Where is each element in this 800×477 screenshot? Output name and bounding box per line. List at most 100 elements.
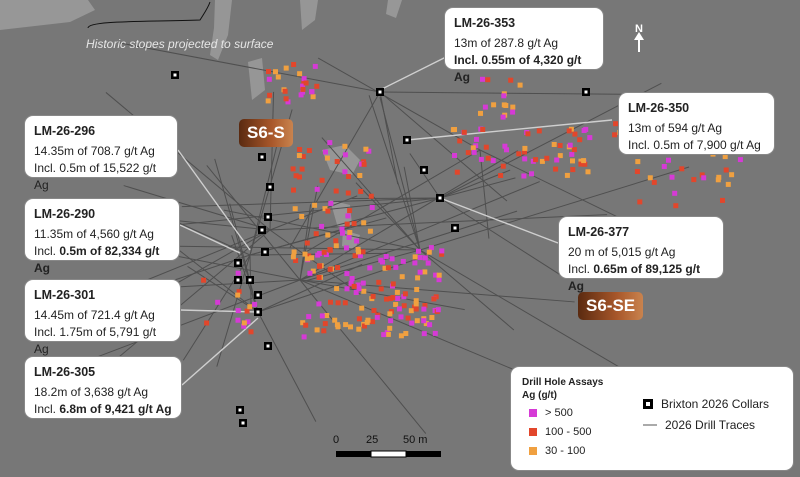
assay-point	[567, 142, 573, 148]
assay-point	[319, 177, 325, 183]
assay-point	[699, 172, 705, 178]
assay-point	[553, 166, 559, 172]
assay-point	[557, 143, 563, 148]
assay-point	[241, 320, 247, 326]
assay-point	[387, 325, 393, 331]
assay-point	[452, 153, 457, 158]
drill-trace	[289, 91, 381, 248]
assay-point	[316, 301, 322, 307]
callout-lm-26-296[interactable]: LM-26-296 14.35m of 708.7 g/t Ag Incl. 0…	[24, 115, 178, 192]
callout-title: LM-26-377	[568, 225, 630, 239]
collar-marker	[582, 88, 590, 96]
assay-point	[393, 264, 399, 270]
assay-point	[715, 177, 721, 183]
callout-lm-26-350[interactable]: LM-26-350 13m of 594 g/t Ag Incl. 0.5m o…	[618, 92, 775, 155]
assay-point	[577, 137, 583, 143]
drill-trace	[299, 181, 540, 281]
assay-point	[421, 306, 427, 312]
red-swatch	[529, 428, 537, 436]
assay-point	[415, 275, 421, 281]
assay-point	[673, 203, 679, 209]
assay-point	[356, 249, 361, 255]
scale-label-50: 50 m	[403, 434, 428, 446]
callout-line1: 13m of 594 g/t Ag	[628, 121, 723, 135]
assay-point	[290, 166, 296, 172]
callout-lm-26-305[interactable]: LM-26-305 18.2m of 3,638 g/t Ag Incl. 6.…	[24, 356, 182, 419]
assay-point	[296, 153, 302, 158]
assay-point	[351, 221, 357, 227]
callout-lm-26-377[interactable]: LM-26-377 20 m of 5,015 g/t Ag Incl. 0.6…	[558, 216, 724, 293]
assay-point	[482, 104, 488, 110]
assay-point	[483, 144, 489, 150]
assay-point	[343, 322, 349, 328]
assay-point	[235, 317, 241, 323]
assay-point	[666, 157, 671, 163]
assay-point	[539, 158, 545, 164]
assay-point	[323, 149, 328, 155]
callout-lm-26-290[interactable]: LM-26-290 11.35m of 4,560 g/t Ag Incl. 0…	[24, 198, 180, 275]
assay-point	[355, 282, 361, 288]
callout-lm-26-301[interactable]: LM-26-301 14.45m of 721.4 g/t Ag Incl. 1…	[24, 279, 181, 356]
assay-point	[544, 155, 550, 161]
assay-point	[291, 62, 297, 67]
assay-point	[345, 190, 351, 196]
legend-label: > 500	[545, 407, 573, 419]
assay-point	[723, 167, 729, 173]
callout-title: LM-26-353	[454, 16, 516, 30]
assay-point	[581, 158, 587, 164]
assay-point	[578, 161, 584, 167]
callout-title: LM-26-350	[628, 101, 690, 115]
legend-label: Brixton 2026 Collars	[661, 397, 770, 411]
assay-point	[201, 277, 207, 283]
drill-trace	[379, 97, 421, 251]
assay-point	[412, 254, 418, 260]
drill-trace	[257, 311, 317, 422]
assay-point	[405, 315, 411, 321]
assay-point	[725, 181, 731, 187]
orange-swatch	[529, 447, 537, 455]
assay-point	[522, 145, 528, 151]
assay-point	[353, 290, 359, 295]
assay-point	[344, 221, 350, 227]
callout-lm-26-353[interactable]: LM-26-353 13m of 287.8 g/t Ag Incl. 0.55…	[444, 7, 604, 84]
assay-point	[314, 83, 320, 89]
drill-trace	[299, 279, 575, 303]
assay-point	[409, 320, 415, 326]
assay-point	[672, 190, 678, 196]
scale-label-25: 25	[366, 434, 379, 446]
assay-point	[570, 167, 576, 173]
collar-marker	[258, 226, 266, 234]
assay-point	[522, 156, 528, 162]
callout-title: LM-26-290	[34, 207, 96, 221]
assay-point	[344, 286, 350, 292]
drill-trace	[160, 245, 421, 251]
assay-point	[566, 128, 572, 134]
assay-point	[322, 321, 328, 327]
assay-point	[297, 174, 302, 180]
assay-point	[436, 277, 442, 283]
assay-point	[389, 256, 395, 262]
callout-line1: 11.35m of 4,560 g/t Ag	[34, 227, 154, 241]
collar-marker	[239, 419, 247, 427]
drill-trace	[419, 249, 628, 373]
assay-point	[634, 169, 640, 174]
drill-trace	[223, 209, 421, 251]
assay-point	[351, 283, 357, 289]
collar-marker	[258, 153, 266, 161]
assay-point	[367, 265, 373, 271]
drill-trace	[351, 197, 441, 200]
assay-point	[333, 188, 339, 194]
assay-point	[529, 171, 534, 177]
assay-point	[215, 299, 221, 305]
assay-point	[344, 271, 350, 277]
assay-point	[569, 151, 575, 157]
assay-point	[267, 92, 273, 98]
assay-point	[508, 77, 514, 83]
assay-point	[312, 63, 318, 69]
assay-point	[347, 230, 353, 235]
assay-point	[380, 259, 385, 265]
collar-marker	[264, 213, 272, 221]
assay-point	[378, 286, 384, 292]
assay-point	[521, 173, 527, 179]
assay-point	[720, 197, 725, 203]
